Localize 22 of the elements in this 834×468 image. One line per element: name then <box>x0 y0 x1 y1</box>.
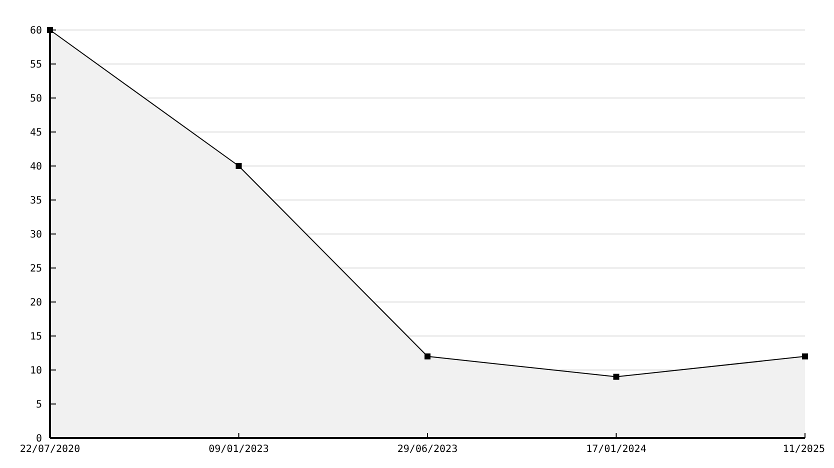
y-tick-label: 30 <box>30 230 42 240</box>
y-tick-label: 5 <box>36 400 42 410</box>
y-tick-label: 35 <box>30 196 42 206</box>
x-tick-label: 22/07/2020 <box>20 444 80 455</box>
y-tick-label: 45 <box>30 128 42 138</box>
x-tick-label: 17/01/2024 <box>586 444 646 455</box>
point <box>613 374 620 380</box>
y-tick-label: 55 <box>30 60 42 70</box>
y-tick-label: 20 <box>30 298 42 308</box>
y-tick-label: 15 <box>30 332 42 342</box>
x-tick-label: 09/01/2023 <box>208 444 269 455</box>
point <box>802 353 808 360</box>
x-tick-label: 11/2025 <box>782 444 825 455</box>
point <box>236 163 242 169</box>
y-tick-label: 40 <box>30 162 42 172</box>
y-tick-label: 50 <box>30 94 42 104</box>
x-tick-label: 29/06/2023 <box>397 444 458 455</box>
y-tick-label: 60 <box>30 26 42 36</box>
y-tick-label: 0 <box>36 434 42 444</box>
y-tick-label: 10 <box>30 366 42 376</box>
y-tick-label: 25 <box>30 264 42 274</box>
point <box>424 353 430 360</box>
